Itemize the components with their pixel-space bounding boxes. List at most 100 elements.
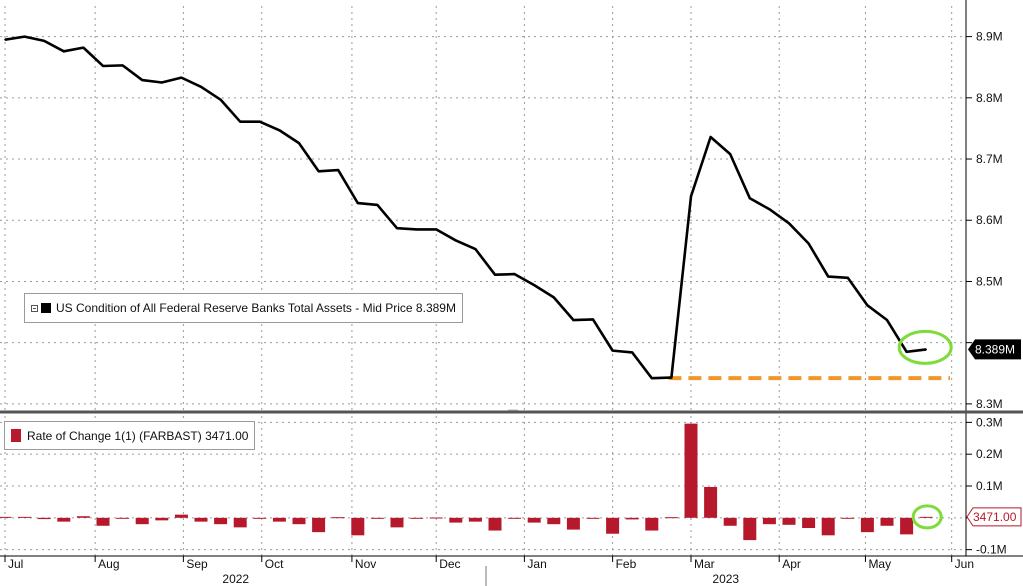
roc-bar bbox=[194, 517, 208, 522]
line-point bbox=[4, 38, 6, 41]
line-point bbox=[396, 227, 398, 229]
main-y-tick-label: 8.5M bbox=[976, 274, 1003, 288]
main-legend: US Condition of All Federal Reserve Bank… bbox=[24, 293, 463, 323]
series-swatch-red bbox=[11, 429, 21, 442]
roc-bar bbox=[645, 517, 659, 531]
line-point bbox=[23, 35, 26, 38]
sub-last-value: 3471.00 bbox=[973, 510, 1017, 524]
roc-bar bbox=[96, 517, 110, 526]
roc-bar bbox=[233, 517, 247, 528]
line-point bbox=[886, 319, 888, 321]
main-y-tick-label: 8.7M bbox=[976, 152, 1003, 166]
line-point bbox=[866, 304, 869, 307]
total-assets-series bbox=[4, 35, 927, 380]
main-last-tag bbox=[968, 339, 1021, 360]
line-point bbox=[121, 64, 124, 67]
roc-bar bbox=[155, 517, 169, 521]
x-month-label: Jun bbox=[955, 557, 974, 571]
line-point bbox=[141, 79, 143, 81]
expand-icon[interactable] bbox=[31, 304, 38, 312]
main-last-value: 8.389M bbox=[975, 342, 1015, 356]
line-point bbox=[827, 275, 829, 278]
line-point bbox=[847, 276, 849, 279]
x-month-label: Feb bbox=[616, 557, 637, 571]
roc-bar bbox=[880, 517, 894, 526]
roc-bar bbox=[488, 517, 502, 531]
highlight-rings bbox=[897, 329, 953, 530]
roc-bar bbox=[331, 517, 345, 519]
x-year-label: 2023 bbox=[712, 572, 739, 586]
roc-bar bbox=[782, 517, 796, 525]
roc-bar bbox=[704, 486, 718, 518]
roc-bar bbox=[684, 423, 698, 518]
line-point bbox=[807, 242, 810, 245]
main-y-ticks: 8.3M 8.5M 8.6M 8.7M 8.8M 8.9M bbox=[966, 30, 1003, 411]
main-y-tick-label: 8.8M bbox=[976, 91, 1003, 105]
roc-bar bbox=[174, 514, 188, 518]
roc-bar bbox=[253, 517, 267, 519]
sub-last-tag bbox=[966, 507, 1022, 527]
x-month-label: Jul bbox=[8, 557, 23, 571]
roc-bar bbox=[802, 517, 816, 528]
roc-bar bbox=[272, 517, 286, 522]
x-month-label: Jan bbox=[527, 557, 546, 571]
line-point bbox=[298, 142, 300, 144]
line-point bbox=[651, 377, 653, 379]
roc-bar bbox=[18, 516, 32, 518]
roc-bar bbox=[292, 517, 306, 525]
line-point bbox=[219, 98, 222, 101]
series-swatch-black bbox=[41, 303, 51, 313]
line-point bbox=[415, 228, 418, 231]
line-point bbox=[180, 76, 183, 79]
roc-bar bbox=[57, 517, 71, 522]
line-point bbox=[729, 153, 731, 155]
roc-bar bbox=[860, 517, 874, 533]
roc-bar bbox=[0, 516, 12, 518]
line-point bbox=[317, 170, 320, 173]
line-point bbox=[631, 351, 633, 354]
sub-y-tick-label: -0.1M bbox=[976, 543, 1007, 557]
line-point bbox=[455, 239, 457, 242]
line-point bbox=[670, 376, 673, 379]
x-month-label: Apr bbox=[782, 557, 801, 571]
roc-bar bbox=[625, 517, 639, 520]
line-point bbox=[474, 248, 477, 250]
main-legend-label: US Condition of All Federal Reserve Bank… bbox=[56, 301, 456, 315]
line-point bbox=[553, 296, 555, 299]
roc-bar bbox=[508, 517, 522, 519]
line-point bbox=[278, 129, 281, 132]
sub-y-tick-label: 0.2M bbox=[976, 447, 1003, 461]
line-point bbox=[572, 319, 575, 321]
roc-bar bbox=[919, 516, 933, 518]
x-year-label: 2022 bbox=[222, 572, 249, 586]
line-point bbox=[63, 50, 65, 53]
main-highlight-ring bbox=[897, 329, 953, 365]
line-point bbox=[43, 40, 45, 42]
roc-bar bbox=[116, 517, 130, 519]
roc-bar bbox=[449, 517, 463, 523]
roc-bar bbox=[527, 517, 541, 523]
line-point bbox=[749, 197, 751, 200]
x-month-label: Aug bbox=[98, 557, 119, 571]
roc-bar bbox=[312, 517, 326, 533]
x-month-label: Nov bbox=[355, 557, 376, 571]
main-y-tick-label: 8.3M bbox=[976, 397, 1003, 411]
line-point bbox=[259, 120, 261, 123]
main-panel-grid bbox=[0, 6, 966, 410]
roc-bar bbox=[37, 517, 51, 520]
sub-y-tick-label: 0.3M bbox=[976, 415, 1003, 429]
last-value-tags: 8.389M 3471.00 bbox=[966, 339, 1022, 527]
line-point bbox=[376, 204, 379, 206]
roc-bar bbox=[214, 517, 228, 525]
roc-bar bbox=[351, 517, 365, 536]
roc-bar bbox=[410, 517, 424, 519]
sub-highlight-ring bbox=[911, 504, 943, 530]
line-point bbox=[592, 318, 594, 321]
line-point bbox=[768, 208, 771, 211]
line-point bbox=[533, 284, 535, 286]
roc-bar bbox=[370, 517, 384, 519]
roc-bar bbox=[586, 517, 600, 519]
line-point bbox=[690, 195, 692, 198]
line-point bbox=[200, 86, 202, 88]
